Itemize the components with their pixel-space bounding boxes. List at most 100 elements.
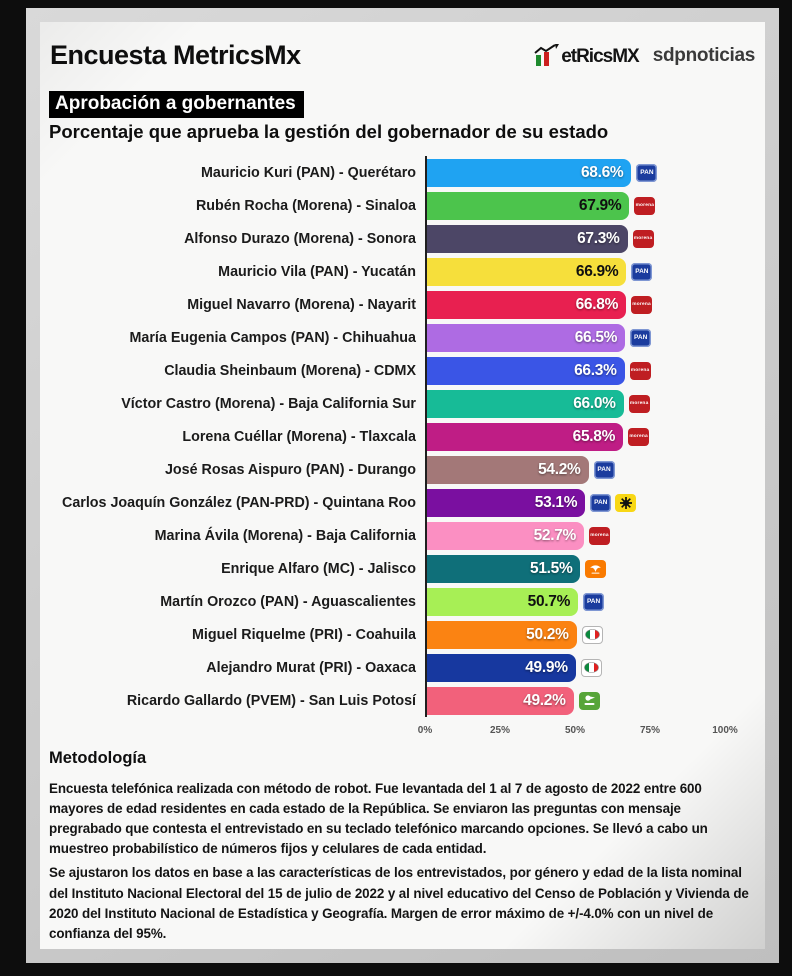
- governor-label: María Eugenia Campos (PAN) - Chihuahua: [129, 329, 417, 346]
- chart-row: Mauricio Kuri (PAN) - Querétaro 68.6% PAN: [48, 156, 757, 189]
- bar-plot-cell: 66.3% morena: [425, 354, 757, 387]
- governor-label: Alejandro Murat (PRI) - Oaxaca: [206, 659, 416, 676]
- bar-plot-cell: 53.1% PAN: [425, 486, 757, 519]
- x-axis-tick-label: 0%: [417, 725, 433, 736]
- approval-bar: 50.7%: [427, 587, 579, 616]
- x-axis-tick-label: 25%: [489, 725, 511, 736]
- approval-value-label: 66.0%: [573, 394, 616, 412]
- governor-label: Marina Ávila (Morena) - Baja California: [154, 527, 416, 544]
- approval-value-label: 65.8%: [572, 427, 616, 445]
- x-axis-tick-label: 100%: [712, 725, 738, 736]
- pan-party-logo-icon: PAN: [583, 592, 605, 611]
- chart-row: Alejandro Murat (PRI) - Oaxaca 49.9%: [48, 651, 757, 684]
- party-logos: morena: [629, 361, 651, 380]
- approval-value-label: 50.7%: [527, 592, 571, 610]
- approval-bar: 50.2%: [427, 620, 577, 649]
- governor-label: Claudia Sheinbaum (Morena) - CDMX: [164, 362, 416, 379]
- morena-party-logo-icon: morena: [628, 394, 650, 413]
- approval-bar: 65.8%: [427, 422, 624, 451]
- approval-bar: 66.9%: [427, 257, 627, 286]
- bar-plot-cell: 66.9% PAN: [425, 255, 757, 288]
- morena-party-logo-icon: morena: [631, 295, 653, 314]
- chart-row: José Rosas Aispuro (PAN) - Durango 54.2% P…: [48, 453, 757, 486]
- governor-label: José Rosas Aispuro (PAN) - Durango: [164, 461, 416, 478]
- chart-row: Enrique Alfaro (MC) - Jalisco 51.5%: [48, 552, 757, 585]
- party-logos: PAN: [593, 460, 615, 479]
- chart-row: Rubén Rocha (Morena) - Sinaloa 67.9% moren…: [48, 189, 757, 222]
- bar-plot-cell: 66.0% morena: [425, 387, 757, 420]
- methodology-heading: Metodología: [49, 749, 147, 767]
- approval-bar: 66.3%: [427, 356, 625, 385]
- approval-value-label: 68.6%: [580, 163, 624, 181]
- header: Encuesta MetricsMx etRicsMX sdpnoticias: [48, 38, 757, 71]
- governor-label: Víctor Castro (Morena) - Baja California…: [121, 395, 416, 412]
- party-logos: [581, 625, 603, 644]
- approval-value-label: 54.2%: [538, 460, 581, 478]
- party-logos: PAN: [590, 493, 637, 512]
- governor-label: Ricardo Gallardo (PVEM) - San Luis Potos…: [126, 692, 416, 709]
- x-axis-tick-label: 50%: [564, 725, 586, 736]
- pan-party-logo-icon: PAN: [590, 493, 612, 512]
- pvem-party-logo-icon: [578, 691, 600, 710]
- party-logos: PAN: [636, 163, 658, 182]
- approval-bar: 68.6%: [427, 158, 632, 187]
- approval-bar: 67.9%: [427, 191, 630, 220]
- metricsmx-logo: etRicsMX: [534, 43, 640, 68]
- methodology-paragraph-1: Encuesta telefónica realizada con método…: [49, 781, 708, 857]
- approval-value-label: 50.2%: [526, 625, 569, 643]
- bar-plot-cell: 50.2%: [425, 618, 757, 651]
- bar-plot-cell: 67.3% morena: [425, 222, 757, 255]
- metricsmx-bars-icon: [534, 43, 560, 66]
- approval-bar-chart: Mauricio Kuri (PAN) - Querétaro 68.6% PAN R…: [48, 156, 757, 743]
- approval-value-label: 67.9%: [578, 196, 622, 214]
- methodology-section: Metodología Encuesta telefónica realizad…: [48, 749, 757, 944]
- brand-area: etRicsMX sdpnoticias: [534, 43, 755, 68]
- approval-bar: 66.8%: [427, 290, 627, 319]
- approval-value-label: 53.1%: [534, 493, 578, 511]
- bar-plot-cell: 51.5%: [425, 552, 757, 585]
- pan-party-logo-icon: PAN: [631, 262, 653, 281]
- party-logos: [578, 691, 600, 710]
- approval-bar: 49.2%: [427, 686, 574, 715]
- x-axis-tick-label: 75%: [639, 725, 661, 736]
- approval-bar: 67.3%: [427, 224, 628, 253]
- infographic-card: Encuesta MetricsMx etRicsMX sdpnoticias: [40, 22, 765, 949]
- governor-label: Enrique Alfaro (MC) - Jalisco: [221, 560, 416, 577]
- chart-row: Mauricio Vila (PAN) - Yucatán 66.9% PAN: [48, 255, 757, 288]
- party-logos: PAN: [630, 328, 652, 347]
- bar-plot-cell: 54.2% PAN: [425, 453, 757, 486]
- governor-label: Miguel Riquelme (PRI) - Coahuila: [192, 626, 416, 643]
- pri-party-logo-icon: [581, 625, 603, 644]
- morena-party-logo-icon: morena: [629, 361, 651, 380]
- bar-plot-cell: 66.5% PAN: [425, 321, 757, 354]
- chart-row: Lorena Cuéllar (Morena) - Tlaxcala 65.8% m…: [48, 420, 757, 453]
- x-axis: 0% 25% 50% 75% 100%: [48, 717, 757, 743]
- morena-party-logo-icon: morena: [634, 196, 656, 215]
- approval-value-label: 66.5%: [574, 328, 618, 346]
- approval-value-label: 66.8%: [575, 295, 619, 313]
- x-axis-ticks: 0% 25% 50% 75% 100%: [418, 717, 738, 743]
- party-logos: [580, 658, 602, 677]
- governor-label: Mauricio Kuri (PAN) - Querétaro: [200, 164, 416, 181]
- morena-party-logo-icon: morena: [632, 229, 654, 248]
- chart-subtitle: Porcentaje que aprueba la gestión del go…: [49, 121, 609, 142]
- party-logos: morena: [634, 196, 656, 215]
- bar-plot-cell: 67.9% morena: [425, 189, 757, 222]
- card-frame: Encuesta MetricsMx etRicsMX sdpnoticias: [26, 8, 779, 963]
- chart-row: Ricardo Gallardo (PVEM) - San Luis Potos…: [48, 684, 757, 717]
- chart-row: Alfonso Durazo (Morena) - Sonora 67.3% mor…: [48, 222, 757, 255]
- chart-row: María Eugenia Campos (PAN) - Chihuahua 66…: [48, 321, 757, 354]
- governor-label: Mauricio Vila (PAN) - Yucatán: [218, 263, 416, 280]
- methodology-paragraph-2: Se ajustaron los datos en base a las car…: [49, 865, 749, 941]
- bar-plot-cell: 50.7% PAN: [425, 585, 757, 618]
- morena-party-logo-icon: morena: [628, 427, 650, 446]
- pan-party-logo-icon: PAN: [636, 163, 658, 182]
- approval-value-label: 51.5%: [530, 559, 573, 577]
- party-logos: morena: [628, 427, 650, 446]
- approval-value-label: 52.7%: [533, 526, 577, 544]
- prd-party-logo-icon: [615, 493, 637, 512]
- approval-bar: 49.9%: [427, 653, 576, 682]
- chart-rows: Mauricio Kuri (PAN) - Querétaro 68.6% PAN R…: [48, 156, 757, 717]
- governor-label: Martín Orozco (PAN) - Aguascalientes: [160, 593, 416, 610]
- governor-label: Carlos Joaquín González (PAN-PRD) - Quin…: [62, 494, 416, 511]
